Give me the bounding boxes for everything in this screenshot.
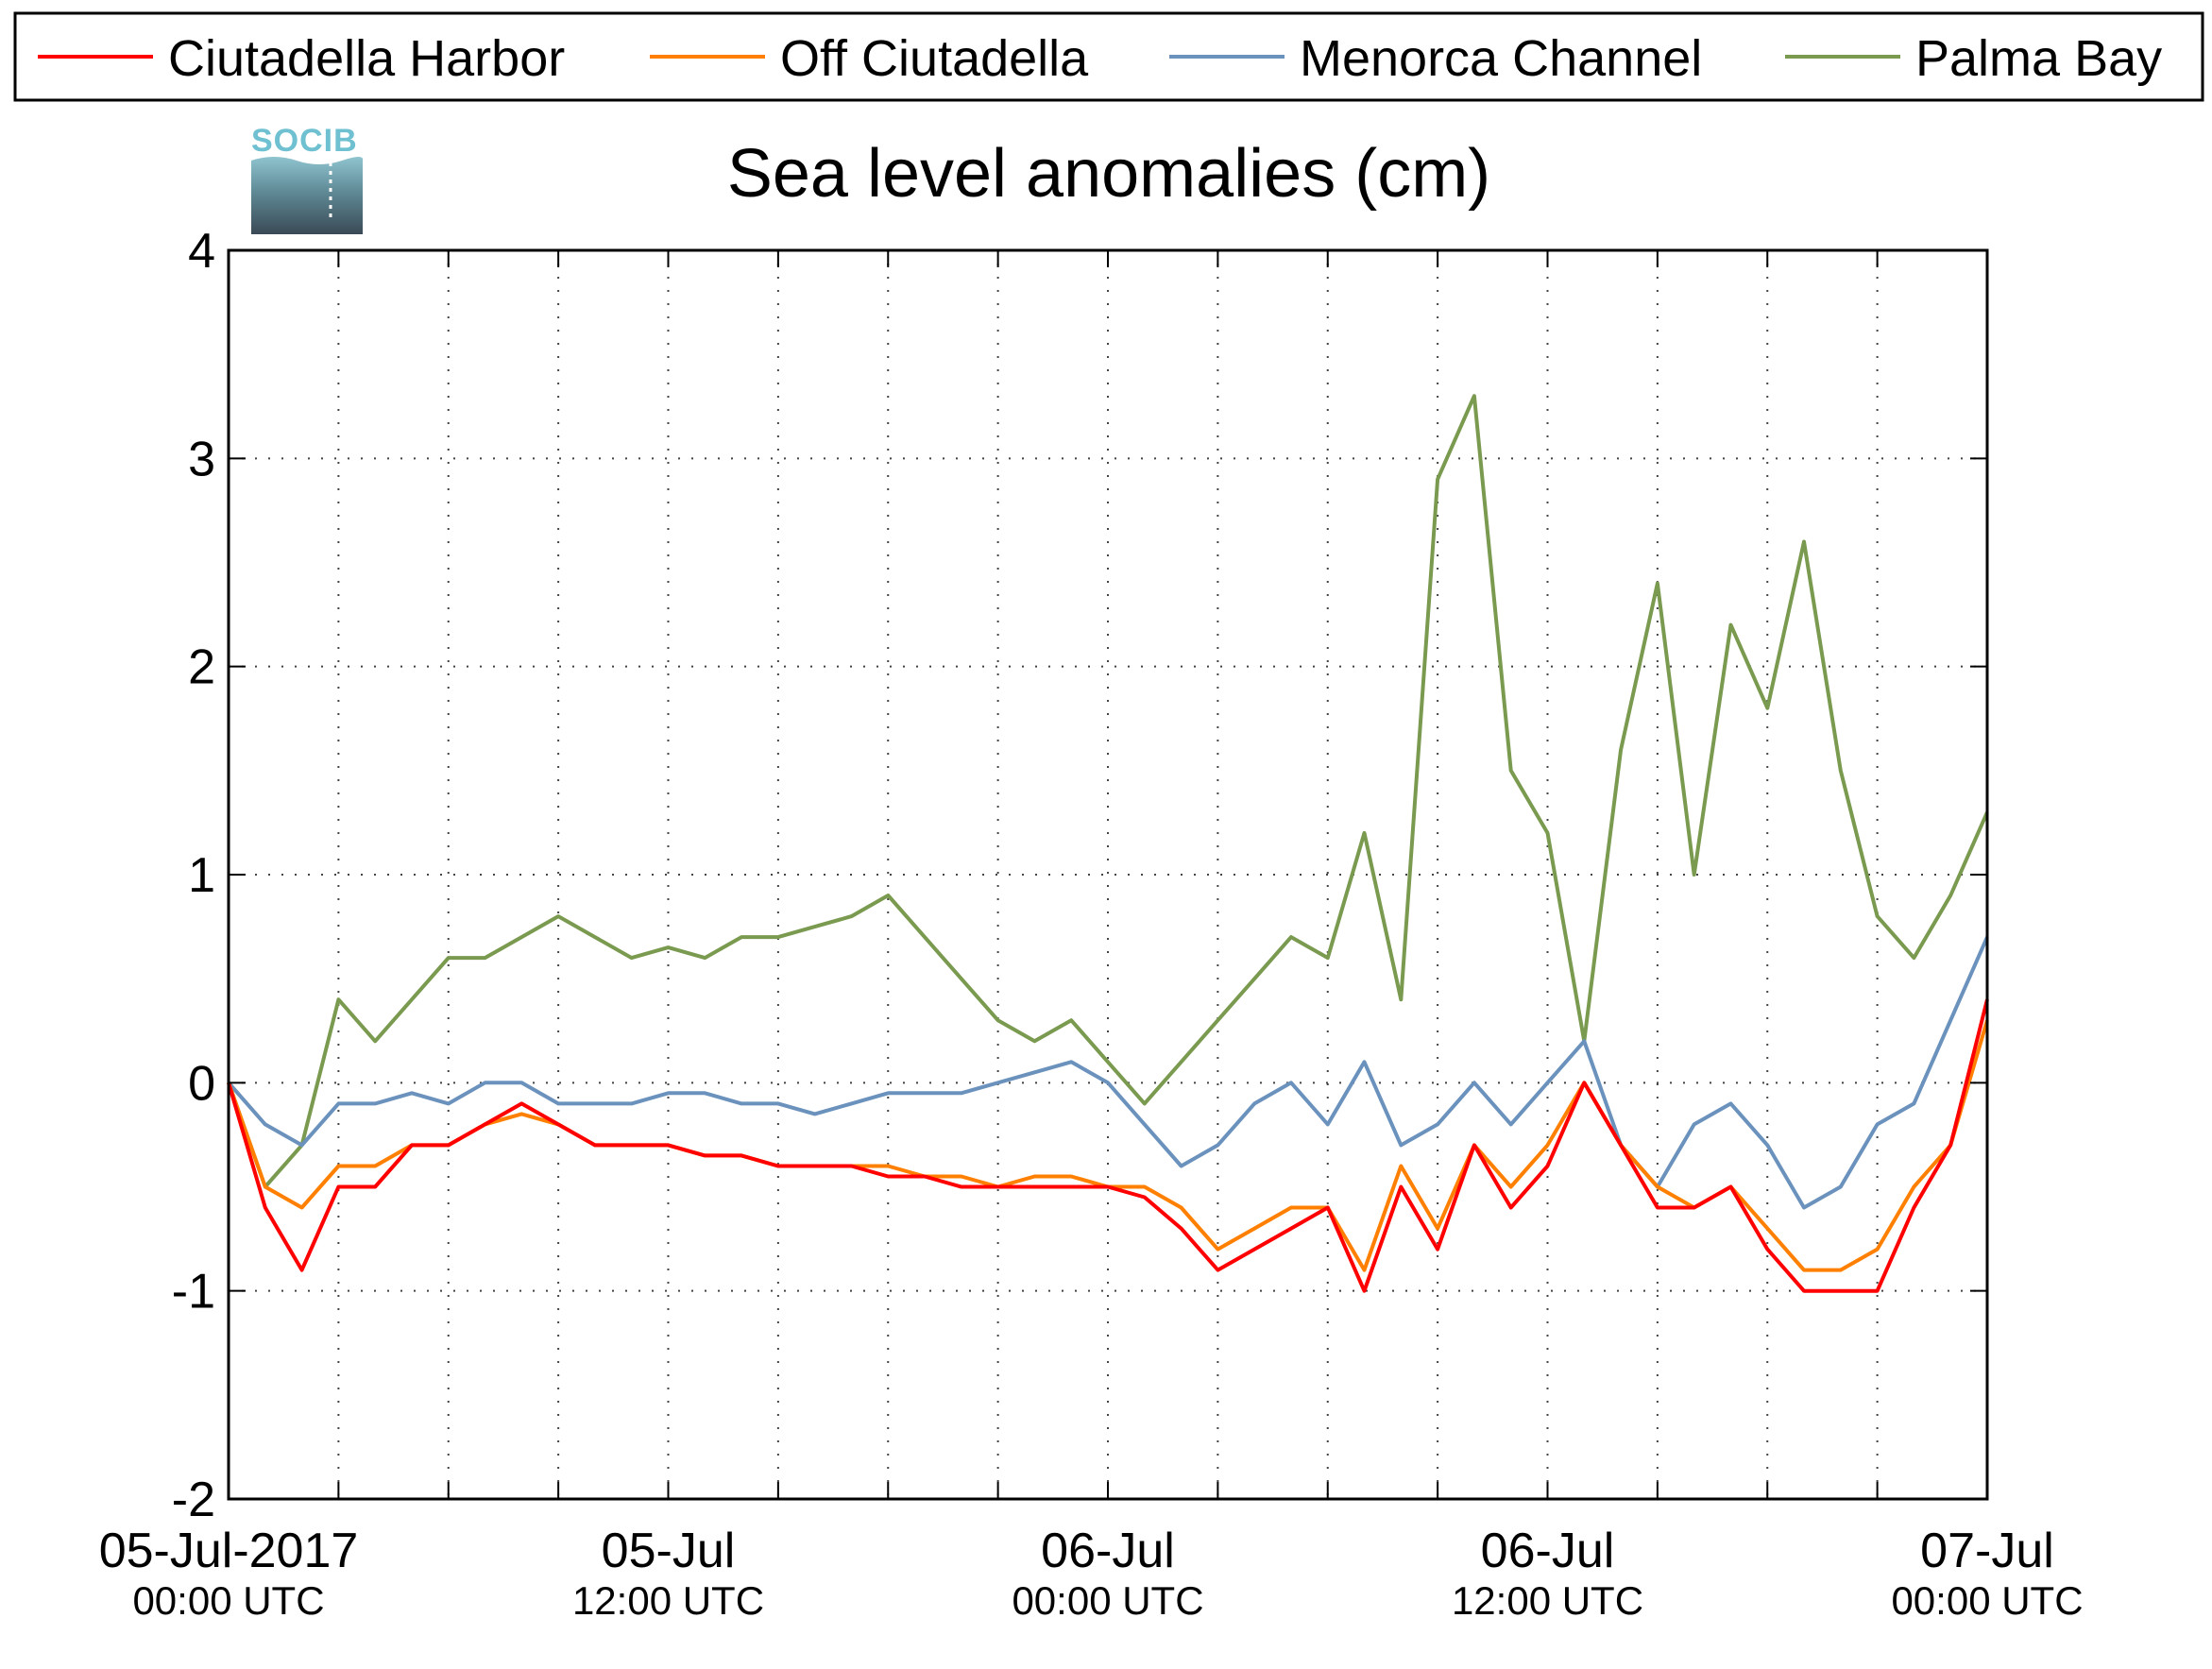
series-line-ciutadella-harbor [227, 998, 1989, 1293]
legend: Ciutadella Harbor Off Ciutadella Menorca… [13, 11, 2204, 102]
y-axis-tick-labels: 4 3 2 1 0 -1 -2 [172, 224, 215, 1527]
x-tick-label-time: 12:00 UTC [572, 1578, 764, 1623]
y-tick-label: 4 [188, 224, 215, 279]
series-line-menorca-channel [227, 936, 1989, 1210]
x-tick-label-time: 00:00 UTC [132, 1578, 324, 1623]
legend-label-off-ciutadella: Off Ciutadella [780, 30, 1089, 87]
y-tick-label: 0 [188, 1056, 215, 1111]
legend-entry-menorca-channel: Menorca Channel [1169, 30, 1702, 87]
y-tick-label: 3 [188, 432, 215, 486]
x-tick-label-date: 05-Jul-2017 [99, 1524, 359, 1578]
legend-entry-ciutadella-harbor: Ciutadella Harbor [38, 30, 565, 87]
x-tick-label-date: 07-Jul [1920, 1524, 2054, 1578]
plot-area [227, 248, 1989, 1501]
x-tick-label-time: 00:00 UTC [1891, 1578, 2083, 1623]
y-tick-label: -2 [172, 1473, 215, 1527]
legend-label-palma-bay: Palma Bay [1915, 30, 2162, 87]
y-tick-label: -1 [172, 1265, 215, 1320]
x-tick-label-date: 06-Jul [1481, 1524, 1615, 1578]
socib-logo: SOCIB [251, 123, 364, 234]
socib-logo-wave [251, 157, 364, 234]
x-tick-label-date: 06-Jul [1041, 1524, 1175, 1578]
legend-entry-palma-bay: Palma Bay [1785, 30, 2162, 87]
data-series [227, 394, 1989, 1293]
legend-label-ciutadella-harbor: Ciutadella Harbor [168, 30, 565, 87]
chart-title: Sea level anomalies (cm) [727, 136, 1490, 212]
socib-logo-text: SOCIB [251, 123, 358, 159]
x-tick-label-time: 12:00 UTC [1452, 1578, 1643, 1623]
x-tick-label-date: 05-Jul [602, 1524, 736, 1578]
y-tick-label: 1 [188, 848, 215, 903]
series-line-palma-bay [227, 394, 1989, 1189]
legend-label-menorca-channel: Menorca Channel [1300, 30, 1702, 87]
y-tick-label: 2 [188, 640, 215, 695]
x-tick-label-time: 00:00 UTC [1012, 1578, 1203, 1623]
legend-entry-off-ciutadella: Off Ciutadella [650, 30, 1089, 87]
axis-ticks [228, 249, 1988, 1500]
